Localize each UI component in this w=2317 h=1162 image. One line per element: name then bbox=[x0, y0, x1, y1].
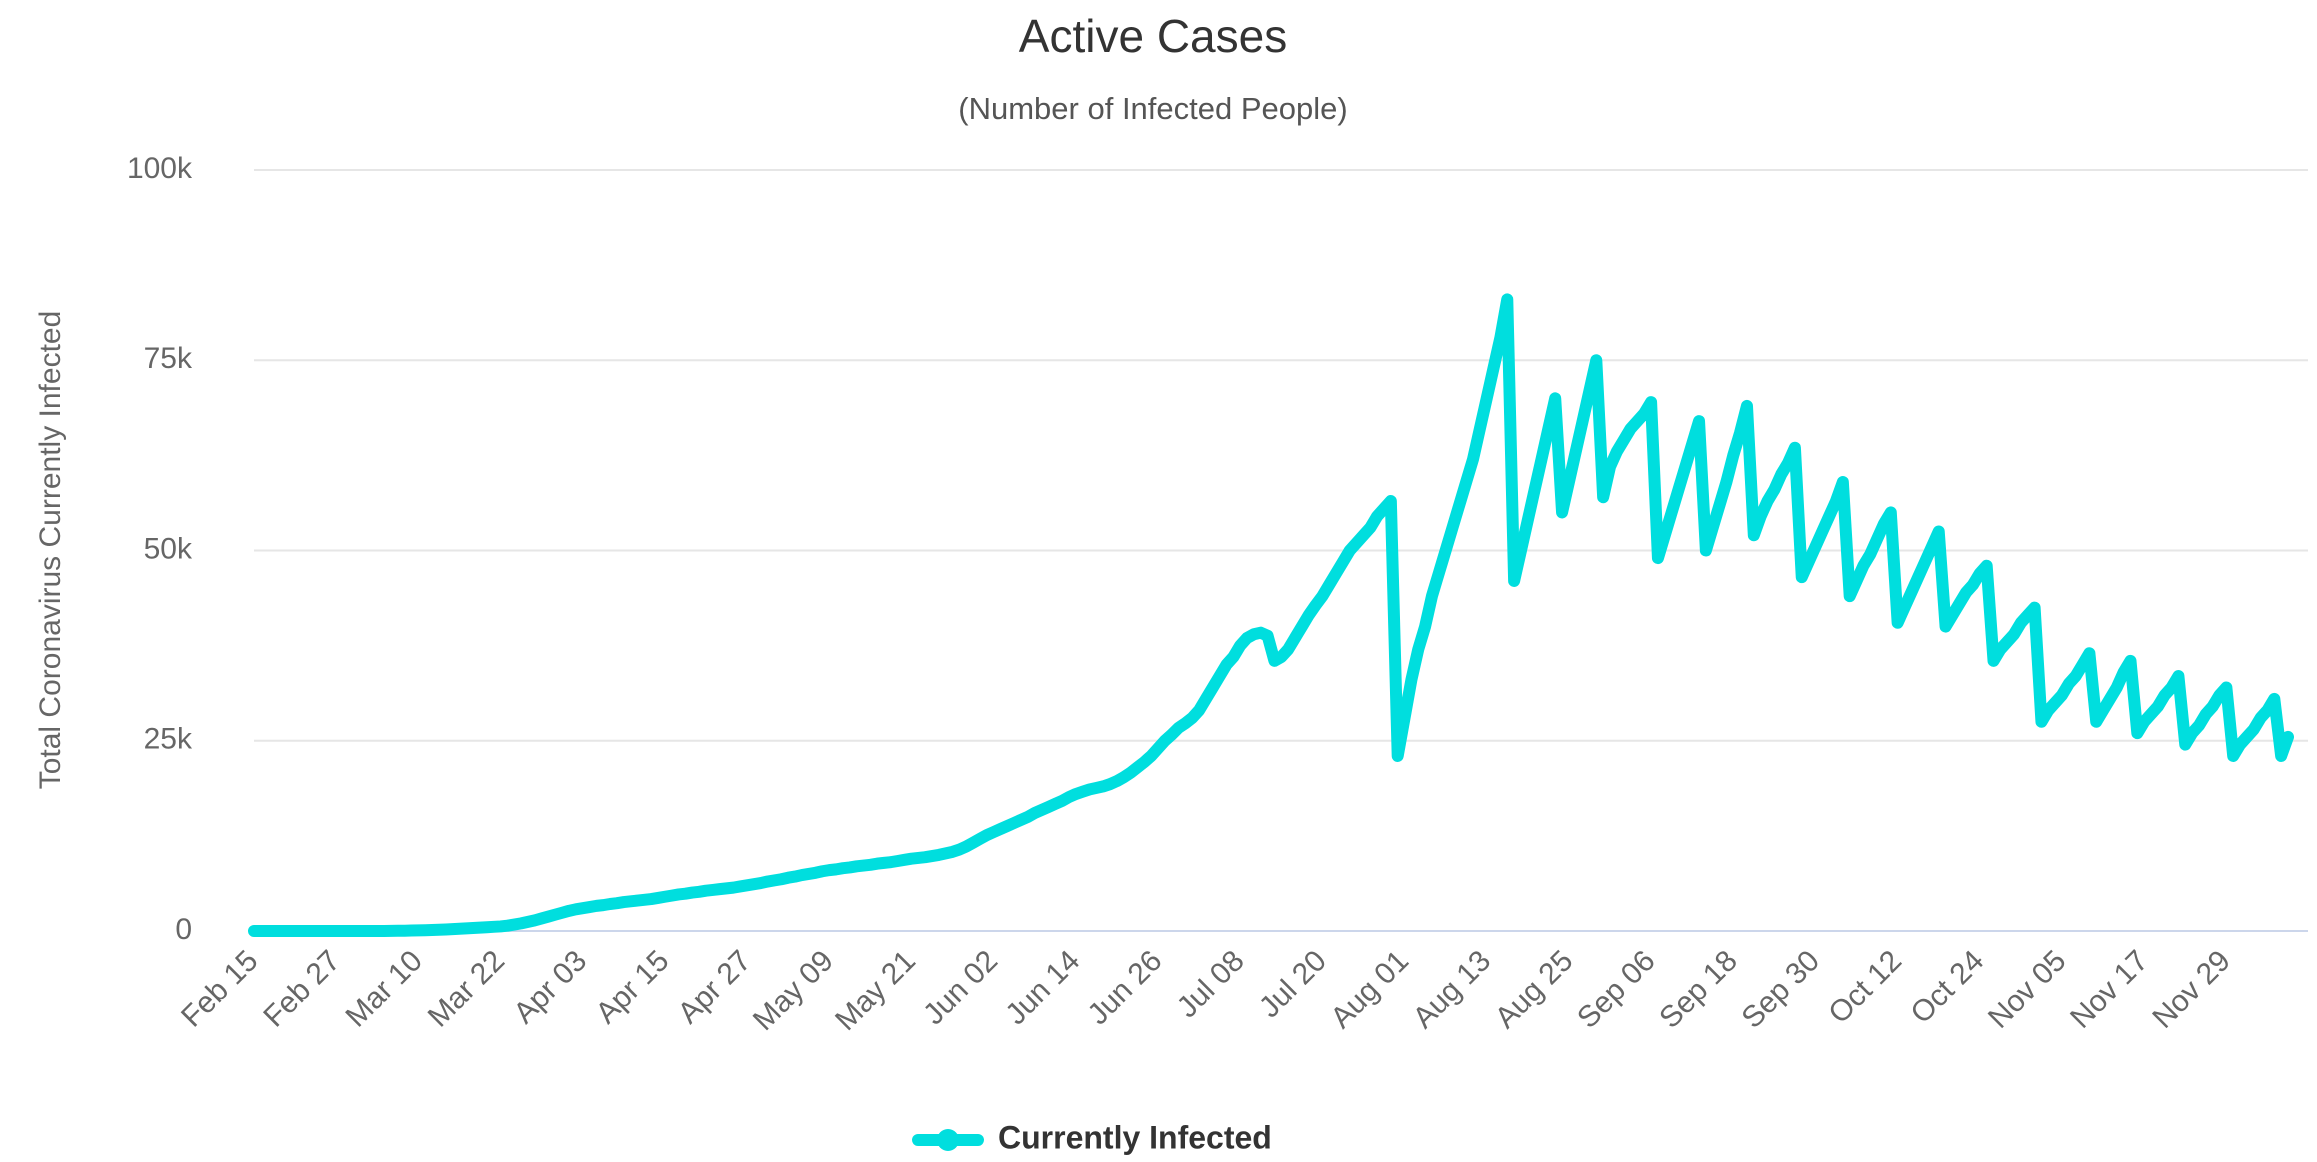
x-tick-label: Sep 30 bbox=[1735, 944, 1826, 1035]
x-tick-label: Feb 15 bbox=[175, 944, 264, 1033]
x-tick-label: Jun 26 bbox=[1082, 944, 1169, 1031]
y-tick-label: 75k bbox=[144, 342, 193, 375]
x-tick-label: Aug 25 bbox=[1489, 944, 1580, 1035]
x-tick-label: Oct 12 bbox=[1822, 944, 1908, 1030]
x-tick-label: Apr 27 bbox=[672, 944, 758, 1030]
x-tick-label: Nov 29 bbox=[2146, 944, 2237, 1035]
x-tick-label: Oct 24 bbox=[1905, 944, 1991, 1030]
y-axis-title: Total Coronavirus Currently Infected bbox=[34, 311, 67, 790]
x-tick-label: Apr 03 bbox=[507, 944, 593, 1030]
y-tick-label: 100k bbox=[127, 152, 193, 185]
x-tick-label: Nov 17 bbox=[2064, 944, 2155, 1035]
x-tick-label: Sep 06 bbox=[1571, 944, 1662, 1035]
y-tick-label: 50k bbox=[144, 532, 193, 565]
x-tick-label: Jul 08 bbox=[1171, 944, 1251, 1024]
x-tick-label: Nov 05 bbox=[1982, 944, 2073, 1035]
y-tick-label: 25k bbox=[144, 723, 193, 756]
x-tick-label: May 21 bbox=[829, 944, 922, 1037]
x-tick-label: Mar 22 bbox=[422, 944, 511, 1033]
y-tick-label: 0 bbox=[175, 913, 192, 946]
x-tick-label: Sep 18 bbox=[1653, 944, 1744, 1035]
data-line bbox=[248, 293, 2294, 937]
x-tick-label: Apr 15 bbox=[590, 944, 676, 1030]
x-tick-label: Aug 13 bbox=[1407, 944, 1498, 1035]
x-tick-label: Jun 14 bbox=[999, 944, 1086, 1031]
legend-label: Currently Infected bbox=[998, 1119, 1272, 1155]
x-tick-label: Jun 02 bbox=[917, 944, 1004, 1031]
x-tick-label: Jul 20 bbox=[1253, 944, 1333, 1024]
chart-subtitle: (Number of Infected People) bbox=[958, 91, 1347, 126]
x-tick-label: Mar 10 bbox=[340, 944, 429, 1033]
x-tick-label: Aug 01 bbox=[1325, 944, 1416, 1035]
x-tick-label: Feb 27 bbox=[257, 944, 346, 1033]
x-tick-label: May 09 bbox=[747, 944, 840, 1037]
chart-title: Active Cases bbox=[1019, 10, 1287, 62]
legend-marker bbox=[937, 1129, 959, 1151]
